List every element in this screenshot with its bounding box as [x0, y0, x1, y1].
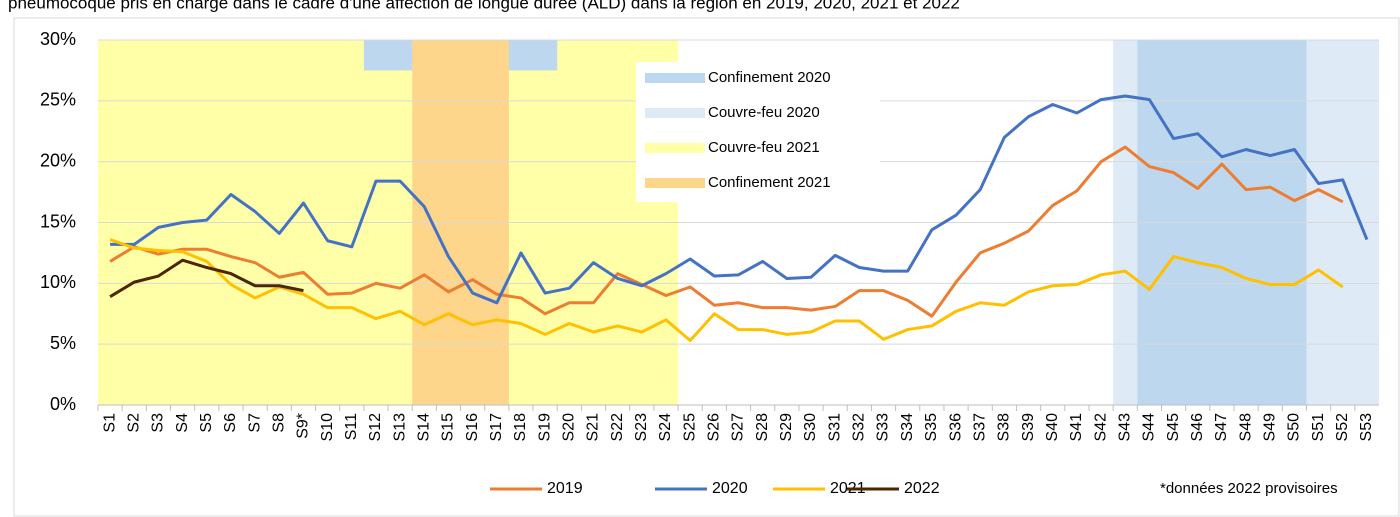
x-tick-label: S4: [174, 413, 191, 433]
x-tick-label: S47: [1213, 413, 1230, 442]
series-line: [109, 258, 304, 299]
x-tick-label: S39: [1020, 413, 1037, 442]
x-tick-label: S24: [657, 413, 674, 442]
legend-label: 2019: [547, 480, 583, 497]
x-tick-label: S25: [681, 413, 698, 442]
x-tick-label: S52: [1334, 413, 1351, 442]
x-tick-label: S1: [101, 413, 118, 433]
x-tick-label: S50: [1286, 413, 1303, 442]
x-tick-label: S34: [899, 413, 916, 442]
x-tick-label: S48: [1237, 413, 1254, 442]
x-tick-label: S44: [1141, 413, 1158, 442]
x-tick-label: S18: [512, 413, 529, 442]
x-tick-label: S53: [1358, 413, 1375, 442]
chart-frame: [13, 17, 1400, 517]
x-tick-label: S7: [246, 413, 263, 433]
legend-swatch: [645, 73, 705, 83]
legend-label: 2020: [712, 480, 748, 497]
y-tick-label: 25%: [40, 90, 76, 110]
x-tick-label: S14: [416, 413, 433, 442]
x-tick-label: S26: [706, 413, 723, 442]
x-tick-label: S17: [488, 413, 505, 442]
x-tick-label: S2: [125, 413, 142, 433]
x-tick-label: S36: [947, 413, 964, 442]
x-tick-label: S42: [1092, 413, 1109, 442]
legend-label: 2022: [904, 480, 940, 497]
x-tick-label: S30: [802, 413, 819, 442]
x-tick-label: S19: [536, 413, 553, 442]
legend-label: Confinement 2020: [708, 69, 831, 86]
y-tick-label: 30%: [40, 29, 76, 49]
x-tick-label: S33: [875, 413, 892, 442]
x-tick-label: S11: [343, 413, 360, 440]
legend-swatch: [645, 108, 705, 118]
x-tick-label: S21: [585, 413, 602, 442]
x-tick-label: S27: [730, 413, 747, 442]
legend-swatch: [645, 178, 705, 188]
y-tick-label: 0%: [50, 394, 76, 414]
x-tick-label: S43: [1116, 413, 1133, 442]
y-tick-label: 10%: [40, 272, 76, 292]
x-tick-label: S40: [1044, 413, 1061, 442]
x-tick-label: S12: [367, 413, 384, 442]
series-line: [109, 238, 1344, 343]
chart-title: pneumocoque pris en charge dans le cadre…: [8, 0, 960, 12]
series-line: [110, 94, 1369, 305]
x-tick-label: S22: [609, 413, 626, 442]
x-tick-label: S41: [1068, 413, 1085, 442]
x-tick-label: S16: [464, 413, 481, 442]
footnote: *données 2022 provisoires: [1160, 480, 1338, 497]
x-tick-label: S46: [1189, 413, 1206, 442]
x-tick-label: S45: [1165, 413, 1182, 442]
x-tick-label: S29: [778, 413, 795, 442]
x-tick-label: S15: [440, 413, 457, 442]
x-tick-label: S10: [319, 413, 336, 442]
x-tick-label: S28: [754, 413, 771, 442]
y-tick-label: 5%: [50, 333, 76, 353]
x-tick-label: S35: [923, 413, 940, 442]
x-tick-label: S23: [633, 413, 650, 442]
series-line: [109, 145, 1344, 318]
legend-label: Couvre-feu 2020: [708, 104, 820, 121]
x-tick-label: S49: [1261, 413, 1278, 442]
x-tick-label: S8: [270, 413, 287, 433]
x-tick-label: S31: [826, 413, 843, 442]
legend-label: Confinement 2021: [708, 174, 831, 191]
y-tick-label: 15%: [40, 211, 76, 231]
legend-label: Couvre-feu 2021: [708, 139, 820, 156]
x-tick-label: S20: [561, 413, 578, 442]
x-tick-label: S3: [150, 413, 167, 433]
legend-swatch: [645, 143, 705, 153]
x-tick-label: S6: [222, 413, 239, 433]
x-tick-label: S37: [971, 413, 988, 442]
x-tick-label: S5: [198, 413, 215, 433]
x-tick-label: S38: [996, 413, 1013, 442]
y-tick-label: 20%: [40, 150, 76, 170]
x-tick-label: S9*: [295, 413, 312, 439]
x-tick-label: S32: [851, 413, 868, 442]
x-tick-label: S51: [1310, 413, 1327, 442]
x-tick-label: S13: [391, 413, 408, 442]
